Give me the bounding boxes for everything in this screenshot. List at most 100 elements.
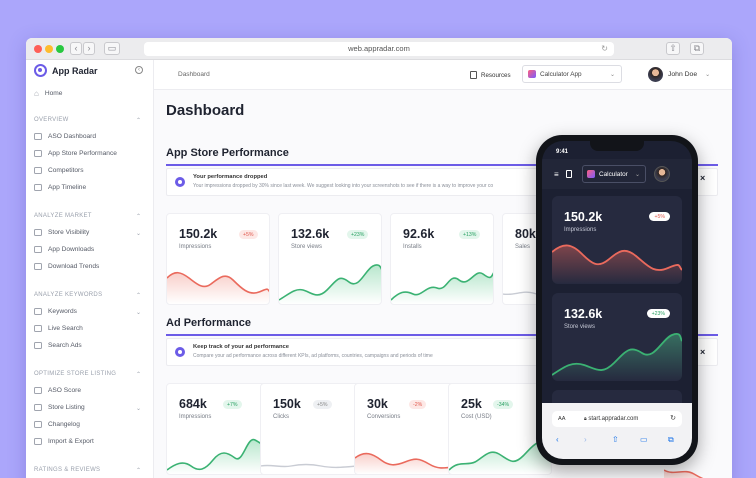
user-menu[interactable]: John Doe ⌄ — [648, 67, 710, 82]
forward-icon[interactable]: › — [83, 42, 95, 55]
share-icon[interactable]: ⇧ — [612, 435, 619, 444]
metric-card[interactable]: 150.2k Impressions +5% — [166, 213, 270, 305]
back-icon[interactable]: ‹ — [70, 42, 82, 55]
sidebar-item-label: Changelog — [48, 421, 80, 428]
share-icon[interactable]: ⇧ — [666, 42, 680, 55]
phone-url: start.appradar.com — [588, 416, 639, 422]
phone-metric-card[interactable]: 150.2k Impressions +5% — [552, 196, 682, 284]
sidebar-item-label: App Downloads — [48, 246, 95, 253]
collapse-sidebar-icon[interactable]: ‹ — [135, 66, 143, 74]
sidebar-item-home[interactable]: ⌂ Home — [34, 89, 62, 98]
metric-value: 25k — [461, 397, 482, 411]
metric-card[interactable]: 30k Conversions -2% — [354, 383, 458, 475]
download-icon — [34, 246, 42, 253]
document-icon[interactable] — [566, 170, 572, 178]
sidebar-item-label: ASO Dashboard — [48, 133, 97, 140]
alert-title: Keep track of your ad performance — [193, 344, 289, 350]
metric-card[interactable]: 150k Clicks +5% — [260, 383, 364, 475]
chevron-up-icon[interactable]: ⌃ — [135, 118, 141, 124]
chevron-down-icon: ⌄ — [609, 71, 615, 78]
close-icon[interactable]: × — [700, 347, 706, 357]
tabs-icon[interactable]: ⧉ — [668, 435, 674, 444]
sparkline — [279, 264, 381, 304]
forward-icon[interactable]: › — [584, 435, 587, 444]
metric-label: Impressions — [179, 244, 212, 250]
metric-label: Clicks — [273, 414, 289, 420]
phone-app-select-value: Calculator — [599, 170, 628, 178]
metric-label: Store views — [564, 324, 596, 330]
chevron-down-icon[interactable]: ⌄ — [135, 406, 141, 412]
section-divider — [166, 164, 718, 166]
reader-aa-button[interactable]: AA — [558, 416, 566, 422]
phone-address-bar[interactable]: AA 🔒︎ start.appradar.com ↻ — [552, 411, 682, 427]
sidebar-item-app-timeline[interactable]: App Timeline — [34, 184, 86, 191]
metric-card[interactable]: 684k Impressions +7% — [166, 383, 270, 475]
metric-value: 132.6k — [291, 227, 330, 241]
sparkline — [167, 271, 269, 304]
sidebar-item-label: App Timeline — [48, 184, 87, 191]
sidebar-item-aso-dashboard[interactable]: ASO Dashboard — [34, 133, 96, 140]
back-icon[interactable]: ‹ — [556, 435, 559, 444]
chevron-up-icon[interactable]: ⌃ — [135, 372, 141, 378]
app-name: App Radar — [52, 65, 98, 76]
book-icon[interactable]: ▭ — [640, 435, 648, 444]
sidebar-item-label: Import & Export — [48, 438, 94, 445]
breadcrumb[interactable]: Dashboard — [178, 71, 210, 78]
chevron-up-icon[interactable]: ⌃ — [135, 468, 141, 474]
phone-app-select[interactable]: Calculator ⌄ — [582, 165, 646, 183]
maximize-window-button[interactable] — [56, 45, 64, 53]
chevron-down-icon[interactable]: ⌄ — [135, 310, 141, 316]
sidebar-item-store-listing[interactable]: Store Listing — [34, 404, 85, 411]
sidebar: App Radar ‹ ⌂ Home OVERVIEW ⌃ ASO Dashbo… — [26, 60, 154, 478]
change-badge: +13% — [459, 230, 481, 239]
metric-card[interactable]: 92.6k Installs +13% — [390, 213, 494, 305]
eye-icon — [34, 229, 42, 236]
sidebar-item-search-ads[interactable]: Search Ads — [34, 342, 82, 349]
phone-metric-card[interactable]: 132.6k Store views +23% — [552, 293, 682, 381]
dashboard-icon — [34, 133, 42, 140]
tabs-icon[interactable]: ⧉ — [690, 42, 704, 55]
metric-label: Installs — [403, 244, 422, 250]
sidebar-item-download-trends[interactable]: Download Trends — [34, 263, 99, 270]
score-icon — [34, 387, 42, 394]
chevron-up-icon[interactable]: ⌃ — [135, 214, 141, 220]
page-title: Dashboard — [166, 102, 245, 119]
section-heading: Ad Performance — [166, 317, 251, 329]
minimize-window-button[interactable] — [45, 45, 53, 53]
metric-label: Cost (USD) — [461, 414, 492, 420]
sidebar-item-keywords[interactable]: Keywords — [34, 308, 77, 315]
sidebar-item-app-downloads[interactable]: App Downloads — [34, 246, 94, 253]
sidebar-item-app-store-performance[interactable]: App Store Performance — [34, 150, 117, 157]
chevron-up-icon[interactable]: ⌃ — [135, 293, 141, 299]
close-window-button[interactable] — [34, 45, 42, 53]
address-bar[interactable]: web.appradar.com ↻ — [144, 42, 614, 56]
chevron-down-icon[interactable]: ⌄ — [135, 231, 141, 237]
metric-card[interactable]: 132.6k Store views +23% — [278, 213, 382, 305]
sidebar-item-competitors[interactable]: Competitors — [34, 167, 84, 174]
sidebar-item-live-search[interactable]: Live Search — [34, 325, 83, 332]
reload-icon[interactable]: ↻ — [601, 44, 608, 53]
close-icon[interactable]: × — [700, 173, 706, 183]
change-badge: -2% — [409, 400, 427, 409]
metric-label: Impressions — [564, 227, 597, 233]
change-badge: +23% — [646, 309, 670, 318]
alert-text: Your impressions dropped by 30% since la… — [193, 183, 494, 189]
reload-icon[interactable]: ↻ — [670, 415, 676, 422]
sidebar-item-store-visibility[interactable]: Store Visibility — [34, 229, 89, 236]
resources-link[interactable]: Resources — [470, 71, 511, 79]
sparkline — [261, 463, 363, 469]
logo[interactable]: App Radar — [34, 64, 98, 77]
metric-card[interactable]: 25k Cost (USD) -34% — [448, 383, 552, 475]
changelog-icon — [34, 421, 42, 428]
app-select[interactable]: Calculator App ⌄ — [522, 65, 622, 83]
sidebar-item-aso-score[interactable]: ASO Score — [34, 387, 81, 394]
avatar[interactable] — [654, 166, 670, 182]
change-badge: +7% — [223, 400, 242, 409]
phone-mockup: 9:41 ≡ Calculator ⌄ 150.2k Impressions +… — [536, 135, 698, 465]
menu-icon[interactable]: ≡ — [554, 170, 559, 179]
sidebar-item-import-export[interactable]: Import & Export — [34, 438, 94, 445]
sidebar-toggle-icon[interactable]: ▭ — [104, 42, 120, 55]
section-title: ANALYZE MARKET — [34, 213, 92, 219]
sidebar-item-changelog[interactable]: Changelog — [34, 421, 80, 428]
phone-top-bar: ≡ Calculator ⌄ — [542, 159, 692, 189]
